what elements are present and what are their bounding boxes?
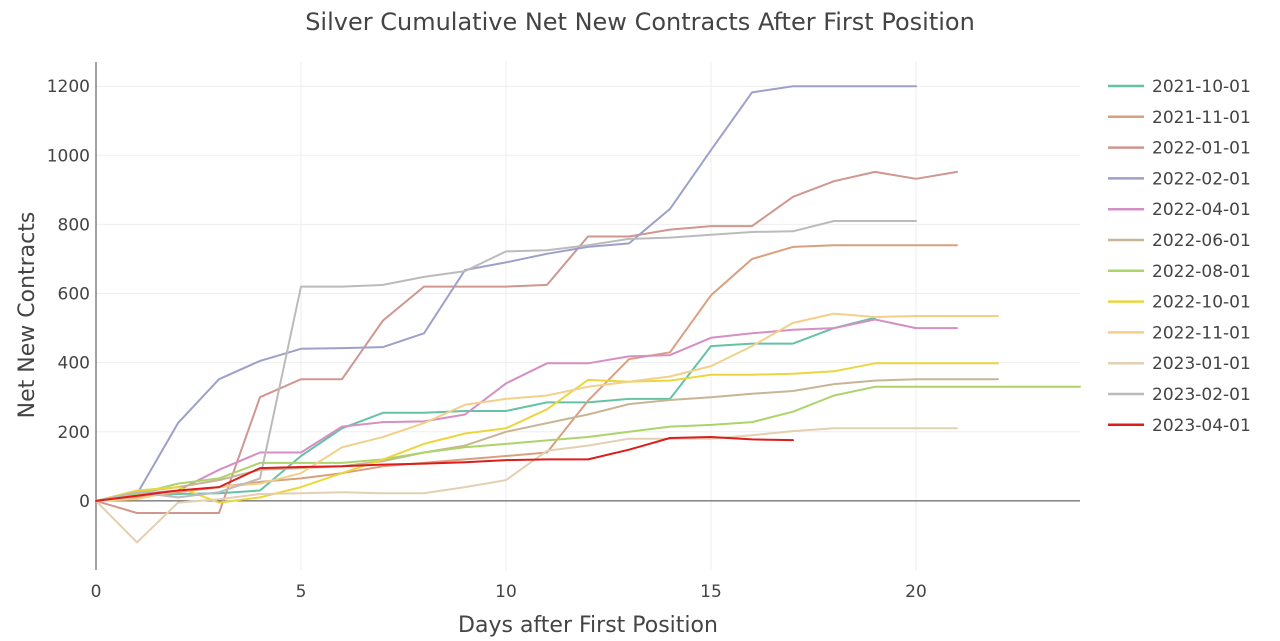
series-line-2022-04-01 [95,318,958,502]
legend-label: 2021-11-01 [1152,108,1251,128]
x-tick-label: 5 [296,582,307,602]
legend-item-2022-11-01[interactable]: 2022-11-01 [1108,323,1251,343]
legend-label: 2023-04-01 [1152,416,1251,436]
chart-title: Silver Cumulative Net New Contracts Afte… [305,8,975,36]
series-line-2022-06-01 [95,378,999,502]
y-tick-label: 200 [58,423,90,443]
legend-label: 2022-08-01 [1152,262,1251,282]
legend-label: 2022-01-01 [1152,139,1251,159]
legend-item-2021-10-01[interactable]: 2021-10-01 [1108,77,1251,97]
legend: 2021-10-01 2021-11-01 2022-01-01 2022-02-01… [1108,77,1251,436]
series-line-2022-10-01 [95,362,999,504]
legend-item-2022-06-01[interactable]: 2022-06-01 [1108,231,1251,251]
x-tick-label: 0 [91,582,102,602]
legend-item-2022-10-01[interactable]: 2022-10-01 [1108,293,1251,313]
legend-item-2022-02-01[interactable]: 2022-02-01 [1108,169,1251,189]
series-line-2022-01-01 [95,170,958,514]
series-line-2022-11-01 [95,312,999,502]
legend-item-2023-04-01[interactable]: 2023-04-01 [1108,416,1251,436]
series-line-2023-02-01 [95,220,917,502]
legend-label: 2022-02-01 [1152,169,1251,189]
series-line-2023-01-01 [95,427,958,544]
legend-label: 2023-01-01 [1152,354,1251,374]
x-tick-label: 10 [495,582,517,602]
legend-item-2021-11-01[interactable]: 2021-11-01 [1108,108,1251,128]
legend-label: 2021-10-01 [1152,77,1251,97]
legend-label: 2023-02-01 [1152,385,1251,405]
legend-label: 2022-11-01 [1152,323,1251,343]
legend-item-2022-04-01[interactable]: 2022-04-01 [1108,200,1251,220]
y-tick-label: 1200 [47,77,90,97]
y-tick-label: 600 [58,285,90,305]
y-tick-label: 1000 [47,146,90,166]
legend-label: 2022-04-01 [1152,200,1251,220]
x-tick-label: 20 [905,582,927,602]
legend-item-2022-01-01[interactable]: 2022-01-01 [1108,139,1251,159]
series-line-2022-08-01 [95,385,1081,502]
x-tick-label: 15 [700,582,722,602]
series-line-2022-02-01 [95,85,917,502]
legend-label: 2022-06-01 [1152,231,1251,251]
series-lines [95,85,1081,544]
x-axis-title: Days after First Position [458,613,718,638]
y-tick-label: 400 [58,354,90,374]
legend-item-2023-01-01[interactable]: 2023-01-01 [1108,354,1251,374]
y-tick-label: 0 [79,492,90,512]
legend-item-2023-02-01[interactable]: 2023-02-01 [1108,385,1251,405]
series-line-2023-04-01 [95,436,794,502]
legend-label: 2022-10-01 [1152,293,1251,313]
legend-item-2022-08-01[interactable]: 2022-08-01 [1108,262,1251,282]
y-axis-title: Net New Contracts [15,212,40,419]
y-tick-label: 800 [58,215,90,235]
